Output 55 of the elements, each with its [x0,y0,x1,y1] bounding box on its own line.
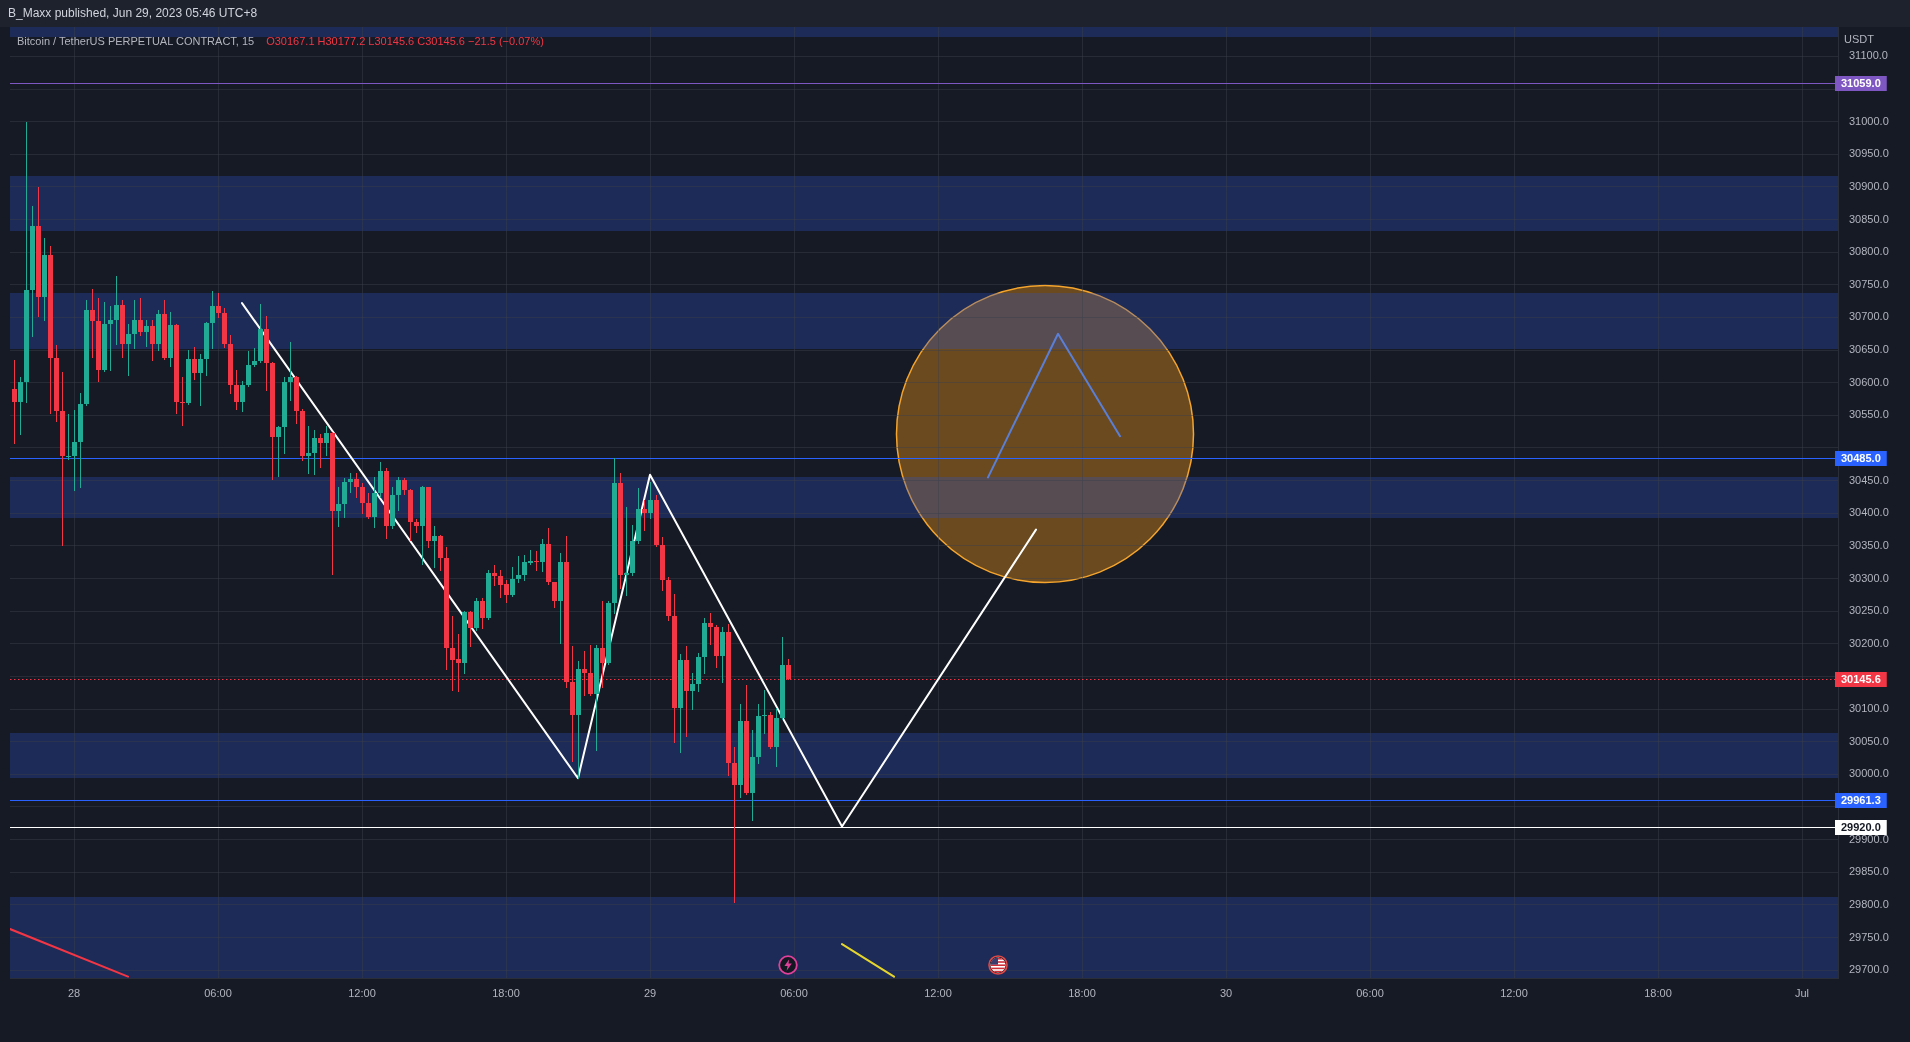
y-tick-label: 30850.0 [1849,212,1889,225]
candlestick [534,551,539,571]
x-tick-label: 28 [67,986,81,999]
y-axis-title: USDT [1844,33,1874,46]
x-tick-label: 18:00 [492,986,520,999]
y-tick-label: 30100.0 [1849,702,1889,715]
ref-line-label: 30145.6 [1841,673,1881,686]
y-tick-label: 30250.0 [1849,604,1889,617]
annotation: O30167.1 H30177.2 L30145.6 C30145.6 −21.5 (−0.07%) [266,35,544,48]
ref-line-label: 31059.0 [1841,77,1881,90]
x-tick-label: 06:00 [204,986,232,999]
ref-line-label: 29961.3 [1841,794,1881,807]
y-tick-label: 29800.0 [1849,897,1889,910]
y-tick-label: 30800.0 [1849,245,1889,258]
y-tick-label: 31100.0 [1849,49,1888,62]
candlestick [66,414,71,460]
y-tick-label: 30300.0 [1849,571,1889,584]
y-tick-label: 30700.0 [1849,310,1889,323]
y-tick-label: 29700.0 [1849,963,1889,976]
text: Bitcoin / TetherUS PERPETUAL CONTRACT, 15 [17,35,255,48]
candlestick [306,426,311,474]
y-tick-label: 31000.0 [1849,114,1889,127]
y-tick-label: 29750.0 [1849,930,1889,943]
ref-line-label: 30485.0 [1841,452,1881,465]
y-tick-label: 29900.0 [1849,832,1889,845]
y-tick-label: 30650.0 [1849,343,1889,356]
candlestick [762,690,767,734]
x-tick-label: Jul [1794,986,1810,999]
x-tick-label: 06:00 [780,986,808,999]
candlestick [624,507,629,596]
y-tick-label: 30450.0 [1849,473,1889,486]
x-tick-label: 29 [643,986,657,999]
y-tick-label: 30950.0 [1849,147,1889,160]
y-tick-label: 30750.0 [1849,277,1889,290]
candlestick [288,342,293,401]
x-tick-label: 12:00 [924,986,952,999]
x-tick-label: 12:00 [348,986,376,999]
x-tick-label: 06:00 [1356,986,1384,999]
y-tick-label: 30000.0 [1849,767,1889,780]
y-tick-label: 30600.0 [1849,375,1889,388]
candlestick [180,377,185,426]
x-tick-label: 18:00 [1068,986,1096,999]
y-tick-label: 30550.0 [1849,408,1889,421]
y-tick-label: 30900.0 [1849,179,1889,192]
chart-title: B_Maxx published, Jun 29, 2023 05:46 UTC+8 [8,6,258,20]
y-tick-label: 30400.0 [1849,506,1889,519]
y-tick-label: 30200.0 [1849,636,1889,649]
candlestick [108,306,113,371]
x-tick-label: 30 [1219,986,1233,999]
y-tick-label: 29850.0 [1849,865,1889,878]
x-tick-label: 18:00 [1644,986,1672,999]
y-tick-label: 30050.0 [1849,734,1889,747]
y-tick-label: 30350.0 [1849,538,1889,551]
x-tick-label: 12:00 [1500,986,1528,999]
ref-line-label: 29920.0 [1841,821,1881,834]
